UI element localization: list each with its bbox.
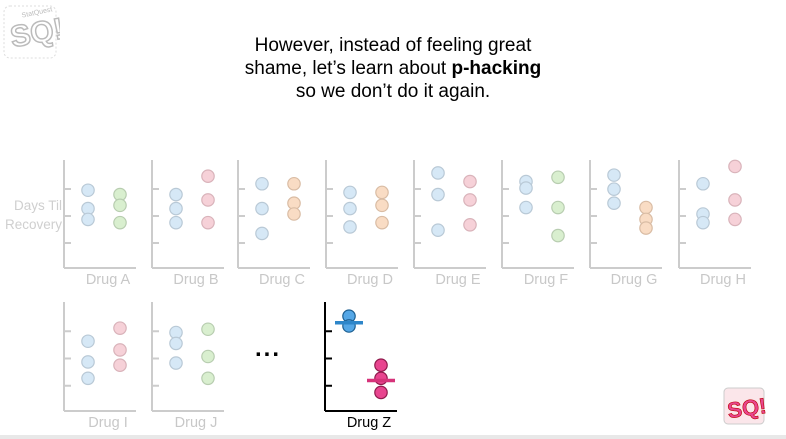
caption-line-1: However, instead of feeling great: [254, 35, 532, 56]
data-point-a: [343, 220, 357, 234]
data-point-b: [639, 200, 653, 215]
data-point-a: [431, 187, 445, 202]
data-point-b: [113, 215, 127, 230]
data-point-b: [201, 322, 215, 337]
data-point-a: [255, 201, 269, 216]
data-point-a: [81, 212, 95, 227]
panel-label: Drug E: [435, 272, 480, 288]
panel-drug-z: Drug Z: [324, 302, 397, 431]
panel-drug-g: Drug G: [589, 160, 662, 288]
data-point-b: [201, 169, 215, 183]
data-point-a: [607, 196, 621, 210]
caption-line-2: shame, let’s learn about p-hacking: [193, 57, 593, 80]
ellipsis: ...: [255, 335, 282, 362]
statquest-logo-small-icon: SQ!: [723, 387, 768, 425]
statquest-logo: SQ! StatQuest: [2, 2, 67, 64]
data-point-a: [81, 371, 95, 386]
panel-label: Drug J: [175, 415, 218, 431]
data-point-b: [551, 170, 565, 185]
panel-drug-i: Drug I: [63, 302, 136, 431]
y-axis-label: Days Til Recovery: [4, 198, 62, 232]
panel-drug-c: Drug C: [237, 160, 310, 288]
panel-drug-a: Drug A: [63, 160, 136, 288]
data-point-b: [113, 343, 127, 357]
data-point-a: [255, 176, 269, 191]
data-point-b: [463, 174, 477, 189]
data-point-b: [374, 371, 388, 386]
data-point-a: [169, 336, 183, 351]
data-point-a: [81, 334, 95, 349]
data-point-a: [431, 223, 445, 237]
bottom-edge: [0, 435, 786, 439]
data-point-a: [431, 166, 445, 180]
caption-keyword: p-hacking: [451, 58, 542, 79]
data-point-a: [607, 168, 621, 182]
svg-text:SQ!: SQ!: [726, 393, 766, 423]
data-point-b: [463, 193, 477, 207]
data-point-b: [374, 358, 388, 373]
data-point-b: [728, 212, 742, 227]
data-point-a: [343, 185, 357, 200]
data-point-a: [519, 181, 533, 195]
data-point-a: [81, 355, 95, 369]
statquest-logo-icon: SQ! StatQuest: [3, 5, 67, 59]
data-point-b: [201, 349, 215, 364]
data-point-a: [169, 201, 183, 216]
panel-label: Drug H: [700, 272, 746, 288]
data-point-b: [463, 218, 477, 232]
data-point-b: [551, 228, 565, 243]
panel-label: Drug F: [524, 272, 568, 288]
data-point-a: [343, 201, 357, 216]
data-point-b: [374, 385, 388, 400]
data-point-b: [375, 198, 389, 213]
panel-label: Drug Z: [347, 415, 391, 431]
panel-label: Drug C: [259, 272, 305, 288]
caption-line-2-prefix: shame, let’s learn about: [244, 58, 452, 79]
data-point-b: [728, 193, 742, 207]
data-point-b: [287, 176, 301, 191]
data-point-b: [113, 198, 127, 213]
panel-drug-j: Drug J: [151, 302, 224, 431]
data-point-b: [201, 215, 215, 230]
panel-label: Drug G: [611, 272, 658, 288]
panel-label: Drug A: [86, 272, 131, 288]
data-point-a: [696, 176, 710, 191]
panel-drug-d: Drug D: [325, 160, 398, 288]
panel-drug-b: Drug B: [151, 160, 224, 288]
data-point-b: [287, 207, 301, 221]
panel-label: Drug D: [347, 272, 393, 288]
caption: However, instead of feeling great shame,…: [193, 34, 593, 103]
data-point-b: [639, 221, 653, 235]
caption-line-3: so we don’t do it again.: [295, 81, 491, 102]
panel-label: Drug B: [173, 272, 218, 288]
data-point-b: [551, 200, 565, 215]
data-point-a: [255, 226, 269, 241]
data-point-b: [201, 371, 215, 386]
data-point-a: [607, 182, 621, 196]
statquest-logo-small: SQ!: [722, 386, 768, 426]
panel-label: Drug I: [88, 415, 128, 431]
panel-drug-f: Drug F: [501, 160, 574, 288]
data-point-b: [375, 185, 389, 200]
data-point-a: [81, 183, 95, 198]
data-point-a: [169, 215, 183, 230]
data-point-a: [169, 356, 183, 370]
data-point-b: [113, 321, 127, 335]
data-point-b: [113, 358, 127, 373]
data-point-b: [375, 215, 389, 230]
data-point-a: [696, 215, 710, 230]
data-point-b: [201, 193, 215, 207]
panel-drug-e: Drug E: [413, 160, 486, 288]
data-point-a: [169, 187, 183, 202]
panel-drug-h: Drug H: [678, 159, 751, 288]
data-point-a: [519, 200, 533, 215]
data-point-b: [728, 159, 742, 174]
